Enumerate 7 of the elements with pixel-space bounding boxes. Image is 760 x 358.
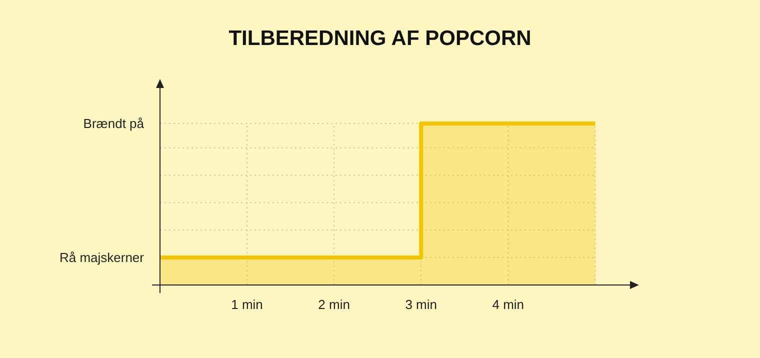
x-tick-label: 2 min [318, 297, 350, 312]
text: Rå majskerner [59, 250, 145, 266]
text: Brændt på [83, 116, 145, 132]
x-tick-label: 3 min [405, 297, 438, 312]
x-tick-label: 1 min [231, 297, 263, 312]
x-tick-label: 4 min [492, 297, 524, 312]
chart-title: TILBEREDNING AF POPCORN [228, 27, 532, 50]
